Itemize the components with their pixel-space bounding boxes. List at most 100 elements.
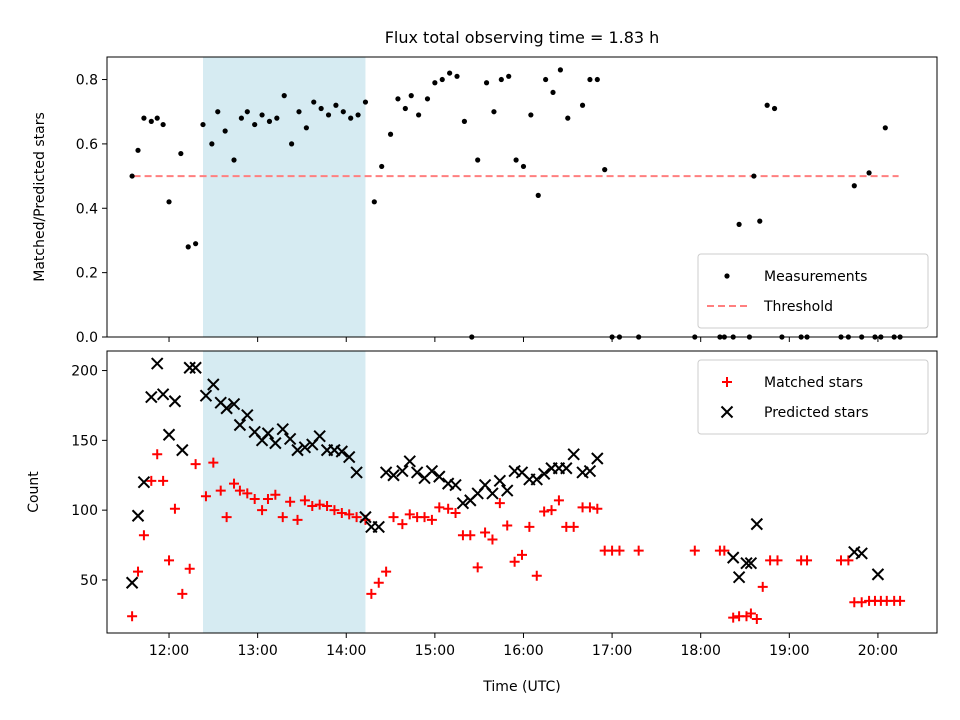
measurement-point <box>764 102 770 108</box>
legend-marker-measurements <box>724 273 730 279</box>
y-tick-label: 0.0 <box>76 330 98 346</box>
measurement-point <box>602 167 608 173</box>
matched-star-point <box>221 512 232 523</box>
matched-star-point <box>285 496 296 507</box>
measurement-point <box>866 170 872 176</box>
legend-box <box>697 359 929 435</box>
matched-star-point <box>614 545 625 556</box>
predicted-star-point <box>433 470 446 483</box>
measurement-point <box>513 157 519 163</box>
measurement-point <box>550 89 556 96</box>
predicted-star-point <box>583 464 597 478</box>
measurement-point <box>259 112 265 118</box>
predicted-star-point <box>276 422 289 436</box>
x-tick-label: 12:00 <box>149 643 189 659</box>
matched-star-point <box>249 493 260 504</box>
legend-label: Predicted stars <box>764 405 869 421</box>
x-tick-label: 13:00 <box>237 643 277 659</box>
predicted-star-point <box>855 547 868 560</box>
measurement-point <box>751 173 757 179</box>
measurement-point <box>416 112 422 118</box>
measurement-point <box>135 147 141 153</box>
matched-star-point <box>689 545 700 556</box>
matched-star-point <box>546 505 557 516</box>
measurement-point <box>160 121 166 128</box>
predicted-star-point <box>183 361 196 374</box>
predicted-star-point <box>261 427 275 440</box>
measurement-point <box>333 102 339 108</box>
matched-star-point <box>158 475 169 486</box>
predicted-star-point <box>350 466 363 479</box>
matched-star-point <box>127 611 138 622</box>
measurement-point <box>579 102 586 108</box>
matched-star-point <box>277 512 288 523</box>
measurement-point <box>148 118 154 124</box>
bottom-ylabel: Count <box>26 471 42 513</box>
matched-star-point <box>262 493 273 504</box>
matched-star-point <box>388 512 399 523</box>
predicted-star-point <box>732 570 746 584</box>
matched-star-point <box>480 527 491 538</box>
predicted-star-point <box>726 551 740 564</box>
matched-star-point <box>895 595 906 606</box>
x-tick-label: 18:00 <box>681 643 721 659</box>
measurement-point <box>178 150 184 157</box>
matched-star-point <box>719 545 730 556</box>
matched-star-point <box>314 499 325 510</box>
matched-star-point <box>443 503 454 514</box>
x-tick-label: 15:00 <box>415 643 455 659</box>
matched-star-point <box>633 545 644 556</box>
predicted-star-point <box>740 556 753 570</box>
predicted-star-point <box>750 517 764 531</box>
matched-star-point <box>381 566 392 577</box>
predicted-star-point <box>456 496 470 510</box>
matched-star-point <box>257 505 268 516</box>
predicted-star-point <box>537 467 551 481</box>
x-tick-label: 14:00 <box>326 643 366 659</box>
matched-star-point <box>152 449 163 460</box>
matched-star-point <box>373 577 384 588</box>
measurement-point <box>244 109 250 115</box>
matched-star-point <box>772 555 783 566</box>
matched-star-point <box>450 507 461 518</box>
predicted-star-point <box>227 397 241 411</box>
matched-star-point <box>568 521 579 532</box>
top-frame <box>106 56 938 338</box>
matched-star-point <box>728 612 739 623</box>
x-tick-label: 17:00 <box>592 643 632 659</box>
predicted-star-point <box>359 510 372 524</box>
matched-star-point <box>502 520 513 531</box>
matched-star-point <box>215 485 226 496</box>
measurement-point <box>506 73 512 79</box>
predicted-star-point <box>207 378 220 391</box>
predicted-star-point <box>220 402 233 415</box>
matched-star-point <box>745 608 756 619</box>
matched-star-point <box>270 489 281 500</box>
predicted-star-point <box>530 473 543 486</box>
predicted-star-point <box>410 466 424 479</box>
matched-star-point <box>164 555 175 566</box>
measurement-point <box>771 105 778 112</box>
matched-star-point <box>344 509 355 520</box>
matched-star-point <box>322 500 333 511</box>
matched-star-point <box>426 514 437 525</box>
matched-star-point <box>531 570 542 581</box>
measurement-point <box>303 125 309 131</box>
predicted-star-point <box>387 469 400 482</box>
matched-star-point <box>751 614 762 625</box>
predicted-star-point <box>449 478 462 492</box>
predicted-star-point <box>283 432 297 446</box>
measurement-point <box>491 109 497 115</box>
predicted-star-point <box>189 361 202 374</box>
y-tick-label: 200 <box>71 364 98 380</box>
measurement-point <box>311 99 317 105</box>
measurement-point <box>362 99 369 105</box>
measurement-point <box>461 118 468 124</box>
measurement-point <box>266 118 273 124</box>
predicted-star-point <box>125 576 139 589</box>
matched-star-point <box>434 502 445 513</box>
measurement-point <box>543 76 549 83</box>
matched-star-point <box>336 507 347 518</box>
predicted-star-point <box>871 568 885 581</box>
bottom-frame <box>106 350 938 634</box>
